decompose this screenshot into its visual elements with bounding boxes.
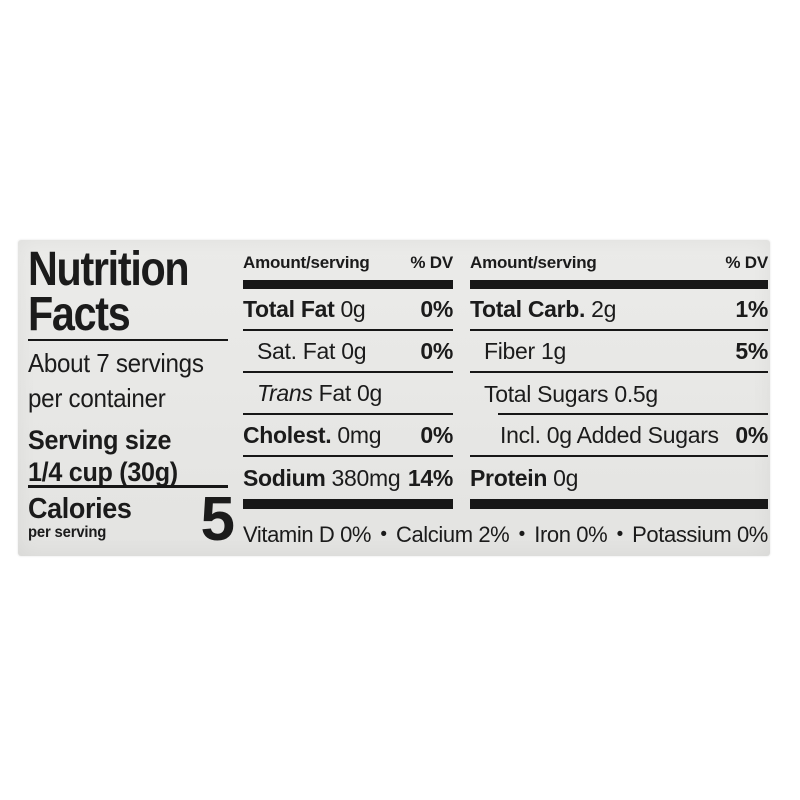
- bullet-separator: •: [518, 524, 526, 545]
- percent-dv-header: % DV: [410, 253, 453, 272]
- nutrient-dv: 0%: [420, 337, 453, 364]
- nutrient-rows: Total Fat 0g 0% Sat. Fat 0g 0% Trans Fat 0…: [243, 289, 453, 499]
- nutrition-facts-label: Nutrition Facts About 7 servings per con…: [18, 240, 770, 556]
- row-protein: Protein 0g: [470, 457, 768, 499]
- nutrient-rows: Total Carb. 2g 1% Fiber 1g 5% Total Sugar…: [470, 289, 768, 499]
- micronutrient-calcium: Calcium 2%: [395, 522, 510, 547]
- nutrient-dv: 0%: [420, 295, 453, 322]
- serving-size: Serving size 1/4 cup (30g): [28, 424, 189, 488]
- calories-text: Calories per serving: [28, 494, 139, 541]
- micronutrient-iron: Iron 0%: [534, 522, 608, 547]
- thick-divider: [243, 280, 453, 289]
- nutrient-dv: 0%: [420, 421, 453, 448]
- nutrient-dv: 1%: [735, 295, 768, 322]
- percent-dv-header: % DV: [725, 253, 768, 272]
- row-total-sugars: Total Sugars 0.5g: [470, 373, 768, 415]
- column-header: Amount/serving % DV: [243, 253, 453, 273]
- micronutrient-vitamin-d: Vitamin D 0%: [243, 522, 372, 547]
- amount-per-serving-header: Amount/serving: [470, 253, 597, 272]
- nutrient-dv: 5%: [735, 337, 768, 364]
- nutrient-amount: Sodium 380mg: [243, 464, 401, 491]
- label-left-column: Nutrition Facts About 7 servings per con…: [28, 240, 235, 556]
- bullet-separator: •: [380, 524, 387, 545]
- thick-divider: [243, 499, 453, 509]
- divider: [28, 485, 228, 488]
- nutrient-amount: Sat. Fat 0g: [257, 337, 367, 364]
- row-total-carb: Total Carb. 2g 1%: [470, 289, 768, 331]
- calories-value: 5: [200, 485, 235, 554]
- nutrient-column-fat-sodium: Amount/serving % DV Total Fat 0g 0% Sat. …: [243, 240, 453, 556]
- row-sodium: Sodium 380mg 14%: [243, 457, 453, 499]
- nutrient-amount: Incl. 0g Added Sugars: [500, 421, 719, 448]
- row-sat-fat: Sat. Fat 0g 0%: [243, 331, 453, 373]
- row-trans-fat: Trans Fat 0g: [243, 373, 453, 415]
- row-cholesterol: Cholest. 0mg 0%: [243, 415, 453, 457]
- nutrient-amount: Total Fat 0g: [243, 295, 366, 322]
- divider: [28, 339, 228, 341]
- row-fiber: Fiber 1g 5%: [470, 331, 768, 373]
- servings-line-1: About 7 servings: [28, 348, 204, 378]
- title-line-1: Nutrition: [28, 243, 190, 296]
- serving-size-value: 1/4 cup (30g): [28, 457, 178, 487]
- title-line-2: Facts: [28, 288, 131, 341]
- nutrient-amount: Total Carb. 2g: [470, 295, 617, 322]
- servings-line-2: per container: [28, 383, 166, 413]
- column-header: Amount/serving % DV: [470, 253, 768, 273]
- nutrition-facts-title: Nutrition Facts: [28, 243, 214, 341]
- bullet-separator: •: [616, 524, 624, 545]
- nutrient-amount: Protein 0g: [470, 464, 579, 491]
- calories-row: Calories per serving 5: [28, 485, 235, 554]
- nutrient-amount: Cholest. 0mg: [243, 421, 382, 448]
- nutrient-column-carb-protein: Amount/serving % DV Total Carb. 2g 1% Fib…: [470, 240, 768, 556]
- calories-sublabel: per serving: [28, 524, 107, 541]
- micronutrients-line: Vitamin D 0% • Calcium 2% • Iron 0% • Po…: [243, 522, 768, 548]
- serving-size-label: Serving size: [28, 425, 172, 455]
- row-added-sugars: Incl. 0g Added Sugars 0%: [470, 415, 768, 457]
- indented-divider: [498, 413, 768, 415]
- amount-per-serving-header: Amount/serving: [243, 253, 370, 272]
- micronutrient-potassium: Potassium 0%: [632, 522, 768, 547]
- nutrient-dv: 0%: [735, 421, 768, 448]
- nutrient-amount: Fiber 1g: [484, 337, 566, 364]
- thick-divider: [470, 499, 768, 509]
- servings-per-container: About 7 servings per container: [28, 346, 217, 416]
- nutrient-amount: Total Sugars 0.5g: [484, 380, 658, 407]
- row-total-fat: Total Fat 0g 0%: [243, 289, 453, 331]
- thick-divider: [470, 280, 768, 289]
- calories-label: Calories: [28, 493, 132, 525]
- nutrient-amount: Trans Fat 0g: [257, 379, 382, 406]
- nutrient-dv: 14%: [407, 464, 453, 491]
